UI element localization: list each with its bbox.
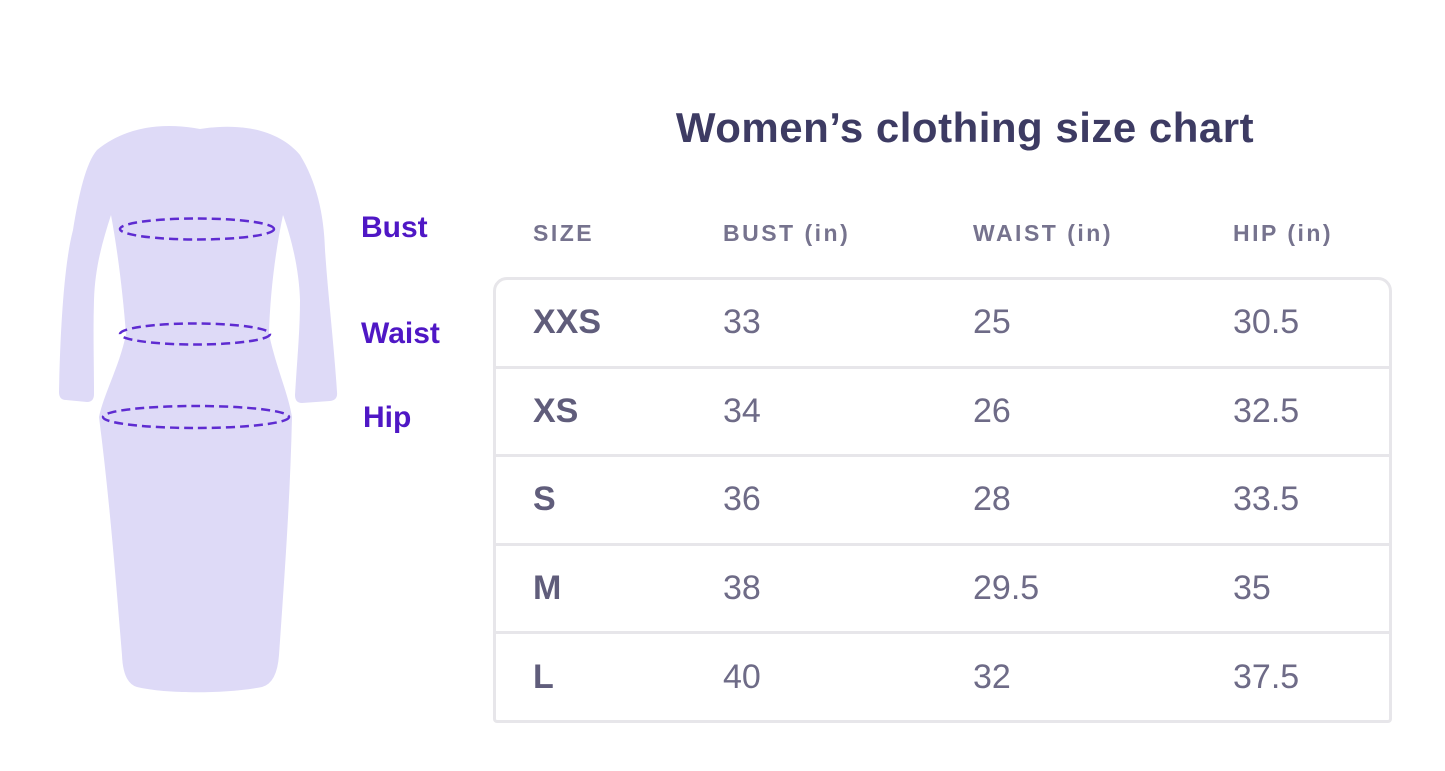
dress-illustration xyxy=(59,125,338,693)
hip-cell: 33.5 xyxy=(1233,480,1300,519)
table-row-xs: XS 34 26 32.5 xyxy=(496,365,1389,455)
header-size: SIZE xyxy=(533,219,595,246)
table-row-s: S 36 28 33.5 xyxy=(496,454,1389,543)
waist-cell: 26 xyxy=(973,391,1011,430)
hip-cell: 30.5 xyxy=(1233,303,1300,342)
waist-cell: 32 xyxy=(973,657,1011,696)
table-row-xxs: XXS 33 25 30.5 xyxy=(496,280,1389,366)
waist-label: Waist xyxy=(361,317,440,350)
hip-cell: 35 xyxy=(1233,569,1271,608)
size-cell: M xyxy=(533,569,562,608)
size-table: XXS 33 25 30.5 XS 34 26 32.5 S 36 28 33.… xyxy=(493,277,1392,723)
table-row-l: L 40 32 37.5 xyxy=(496,631,1389,720)
hip-label: Hip xyxy=(363,401,412,434)
size-cell: XXS xyxy=(533,303,602,342)
table-header-row: SIZE BUST (in) WAIST (in) HIP (in) xyxy=(493,217,1392,249)
hip-measure-line xyxy=(101,404,291,430)
waist-cell: 25 xyxy=(973,303,1011,342)
header-bust: BUST (in) xyxy=(723,219,851,246)
hip-cell: 37.5 xyxy=(1233,657,1300,696)
page-title: Women’s clothing size chart xyxy=(675,104,1255,151)
header-hip: HIP (in) xyxy=(1233,219,1334,246)
waist-cell: 29.5 xyxy=(973,569,1040,608)
bust-cell: 34 xyxy=(723,391,761,430)
bust-label: Bust xyxy=(361,211,428,244)
bust-cell: 40 xyxy=(723,657,761,696)
bust-cell: 38 xyxy=(723,569,761,608)
hip-cell: 32.5 xyxy=(1233,391,1300,430)
bust-cell: 36 xyxy=(723,480,761,519)
size-cell: S xyxy=(533,480,556,519)
table-row-m: M 38 29.5 35 xyxy=(496,542,1389,632)
size-cell: L xyxy=(533,657,554,696)
waist-measure-line xyxy=(118,322,272,346)
header-waist: WAIST (in) xyxy=(973,219,1113,246)
bust-measure-line xyxy=(118,217,276,241)
waist-cell: 28 xyxy=(973,480,1011,519)
bust-cell: 33 xyxy=(723,303,761,342)
size-cell: XS xyxy=(533,391,579,430)
dress-silhouette xyxy=(59,125,338,693)
